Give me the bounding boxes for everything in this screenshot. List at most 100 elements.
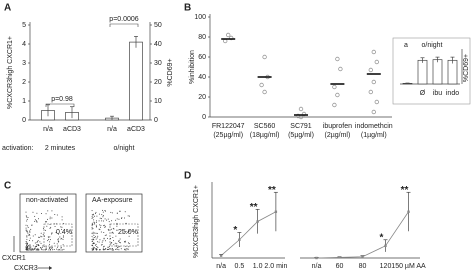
bracket xyxy=(45,103,75,107)
flow-dot xyxy=(25,246,27,248)
flow-dot xyxy=(115,249,117,251)
flow-dot xyxy=(113,244,115,246)
flow-dot xyxy=(31,248,33,250)
flow-dot xyxy=(46,225,48,227)
flow-dot xyxy=(94,244,96,246)
flow-dot xyxy=(94,247,96,249)
y-tick-label: 20 xyxy=(198,94,206,101)
flow-dot xyxy=(25,227,27,229)
flow-dot xyxy=(106,237,108,239)
flow-dot xyxy=(29,230,31,232)
flow-dot xyxy=(125,240,127,242)
flow-dot xyxy=(43,235,45,237)
flow-dot xyxy=(50,248,52,250)
flow-dot xyxy=(107,249,109,251)
flow-dot xyxy=(32,240,34,242)
flow-dot xyxy=(60,247,62,249)
flow-dot xyxy=(92,248,94,250)
flow-dot xyxy=(29,247,31,249)
dot xyxy=(368,67,373,73)
flow-dot xyxy=(51,217,53,219)
flow-dot xyxy=(110,248,112,250)
flow-dot xyxy=(100,244,102,246)
flow-dot xyxy=(39,246,41,248)
flow-dot xyxy=(27,217,29,219)
flow-dot xyxy=(30,249,32,251)
y-axis-label: %inhibition xyxy=(189,50,196,84)
panel-label: D xyxy=(184,171,191,182)
flow-dot xyxy=(36,249,38,251)
flow-dot xyxy=(55,231,57,233)
x-axis-label: CXCR3 xyxy=(14,265,38,272)
flow-dot xyxy=(37,218,39,220)
flow-dot xyxy=(119,242,121,244)
flow-dot xyxy=(36,244,38,246)
y-tick-label: 2 xyxy=(22,79,26,86)
x-tick-label: aCD3 xyxy=(127,126,145,133)
marker xyxy=(407,210,410,213)
dose-label: (18µg/ml) xyxy=(250,132,280,139)
dot xyxy=(225,32,231,38)
flow-dot xyxy=(95,243,97,245)
flow-dot xyxy=(32,248,34,250)
annotation: o/night xyxy=(421,42,442,49)
flow-dot xyxy=(91,239,93,241)
flow-dot xyxy=(117,248,119,250)
flow-dot xyxy=(92,249,94,251)
flow-dot xyxy=(95,220,97,222)
flow-dot xyxy=(26,247,28,249)
flow-dot xyxy=(116,224,118,226)
x-tick-label: n/a xyxy=(107,126,117,133)
flow-dot xyxy=(100,231,102,233)
flow-dot xyxy=(111,247,113,249)
flow-dot xyxy=(26,238,28,240)
flow-dot xyxy=(103,245,105,247)
flow-dot xyxy=(96,248,98,250)
flow-dot xyxy=(116,245,118,247)
flow-dot xyxy=(116,243,118,245)
flow-dot xyxy=(118,246,120,248)
flow-dot xyxy=(26,231,28,233)
flow-dot xyxy=(104,218,106,220)
flow-dot xyxy=(45,247,47,249)
y-tick-label: 0 xyxy=(202,114,206,121)
flow-dot xyxy=(109,248,111,250)
flow-dot xyxy=(113,228,115,230)
flow-dot xyxy=(103,225,105,227)
flow-dot xyxy=(45,249,47,251)
flow-dot xyxy=(45,221,47,223)
flow-dot xyxy=(93,219,95,221)
gate xyxy=(43,223,73,247)
flow-dot xyxy=(119,245,121,247)
flow-dot xyxy=(32,235,34,237)
flow-dot xyxy=(96,215,98,217)
flow-dot xyxy=(49,249,51,251)
flow-dot xyxy=(26,218,28,220)
flow-dot xyxy=(47,210,49,212)
x-tick-label: 120 xyxy=(380,263,392,270)
flow-dot xyxy=(34,219,36,221)
x-tick-label: SC560 xyxy=(254,123,276,130)
dot xyxy=(335,92,340,98)
flow-dot xyxy=(102,247,104,249)
flow-dot xyxy=(91,225,93,227)
dot xyxy=(298,106,304,112)
flow-dot xyxy=(109,224,111,226)
flow-dot xyxy=(106,219,108,221)
flow-dot xyxy=(60,249,62,251)
flow-dot xyxy=(39,236,41,238)
x-tick-label: FR122047 xyxy=(212,123,245,130)
x-tick-label: 80 xyxy=(359,263,367,270)
flow-dot xyxy=(123,217,125,219)
flow-dot xyxy=(112,227,114,229)
flow-dot xyxy=(48,249,50,251)
marker xyxy=(338,256,341,259)
flow-dot xyxy=(101,220,103,222)
flow-dot xyxy=(62,236,64,238)
flow-dot xyxy=(99,249,101,251)
flow-dot xyxy=(28,244,30,246)
flow-dot xyxy=(118,240,120,242)
point-label: ** xyxy=(268,185,276,196)
flow-dot xyxy=(27,225,29,227)
annotation: a xyxy=(404,42,408,49)
